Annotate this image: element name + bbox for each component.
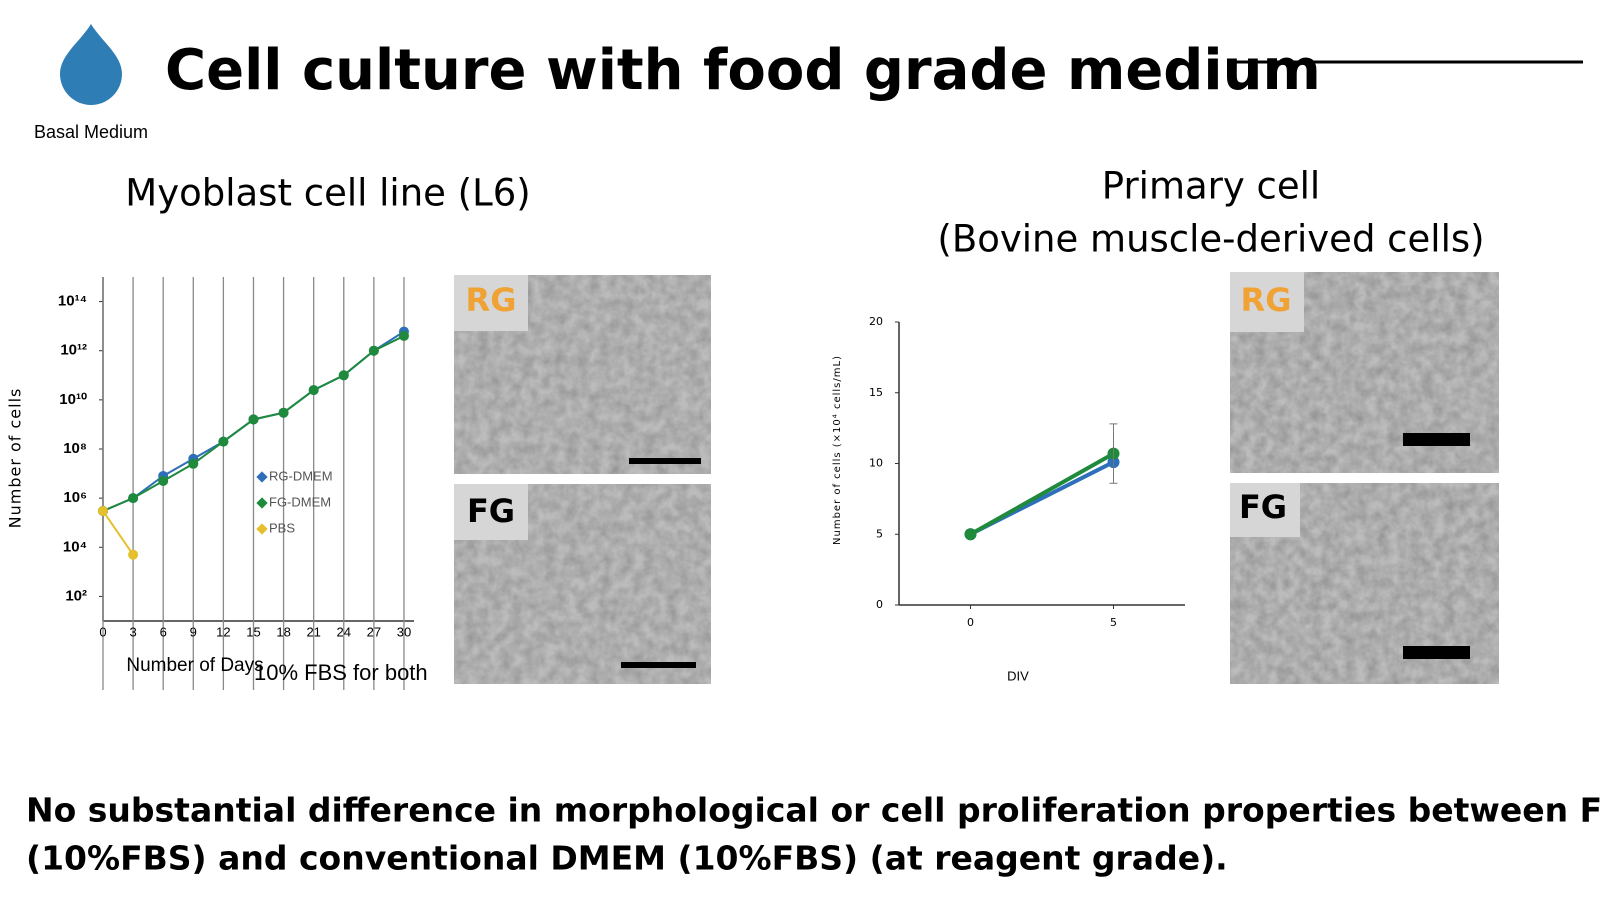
x-axis-label: Number of Days (126, 655, 263, 676)
conclusion: No substantial difference in morphologic… (26, 791, 1600, 830)
data-point (278, 407, 289, 418)
image-label: FG (467, 492, 515, 530)
y-tick-label: 10⁸ (63, 440, 87, 457)
panel-title: Primary cell (1102, 165, 1320, 208)
image-label: RG (466, 281, 517, 319)
y-tick-label: 10¹² (60, 342, 87, 359)
error-bar (1109, 423, 1118, 484)
x-tick-label: 6 (160, 624, 167, 639)
y-tick-label: 10⁴ (63, 538, 87, 555)
slide-title: Cell culture with food grade medium (165, 38, 1321, 103)
data-point (338, 370, 349, 381)
data-point (218, 436, 229, 447)
legend-marker (256, 523, 268, 535)
legend-label: RG-DMEM (269, 468, 333, 483)
data-point (398, 330, 409, 341)
x-tick-label: 24 (337, 624, 351, 639)
micrograph: RG (1230, 272, 1499, 473)
micrograph: FG (1230, 483, 1499, 684)
data-point (128, 549, 139, 560)
legend-label: FG-DMEM (269, 494, 331, 509)
x-tick-label: 21 (306, 624, 320, 639)
x-tick-label: 18 (276, 624, 290, 639)
data-point (308, 385, 319, 396)
legend-marker (256, 497, 268, 509)
series-line (969, 451, 1115, 536)
y-tick-label: 20 (869, 315, 883, 328)
data-point (128, 493, 139, 504)
x-tick-label: 12 (216, 624, 230, 639)
panel-title: Myoblast cell line (L6) (125, 172, 530, 215)
panel-title: (Bovine muscle-derived cells) (937, 218, 1484, 261)
micrograph: RG (454, 275, 711, 474)
y-tick-label: 5 (876, 527, 883, 540)
x-axis-label: DIV (1007, 668, 1029, 683)
data-point (368, 345, 379, 356)
y-tick-label: 10¹⁰ (59, 391, 87, 408)
data-point (158, 475, 169, 486)
conclusion: (10%FBS) and conventional DMEM (10%FBS) … (26, 839, 1228, 878)
annotation: 10% FBS for both (254, 660, 428, 685)
icon-label: Basal Medium (34, 122, 148, 142)
y-tick-label: 10¹⁴ (58, 293, 87, 310)
x-tick-label: 0 (967, 616, 974, 629)
image-label: RG (1241, 281, 1292, 319)
data-point (964, 528, 977, 541)
legend-marker (256, 471, 268, 483)
y-tick-label: 10⁶ (63, 489, 87, 506)
y-tick-label: 0 (876, 598, 883, 611)
y-axis-label: Number of cells (×10⁴ cells/mL) (832, 355, 843, 545)
x-tick-label: 0 (99, 624, 106, 639)
x-tick-label: 30 (397, 624, 411, 639)
x-tick-label: 9 (190, 624, 197, 639)
series-line (102, 510, 134, 556)
y-tick-label: 10 (869, 457, 883, 470)
data-point (248, 414, 259, 425)
drop-icon (60, 24, 122, 105)
x-tick-label: 15 (246, 624, 260, 639)
micrograph: FG (454, 484, 711, 684)
x-tick-label: 3 (129, 624, 136, 639)
legend-label: PBS (269, 520, 295, 535)
x-tick-label: 5 (1110, 616, 1117, 629)
y-axis-label: Number of cells (6, 388, 25, 529)
y-tick-label: 15 (869, 386, 883, 399)
data-point (188, 458, 199, 469)
x-tick-label: 27 (367, 624, 381, 639)
y-tick-label: 10² (65, 587, 87, 604)
image-label: FG (1239, 488, 1287, 526)
data-point (98, 505, 108, 516)
